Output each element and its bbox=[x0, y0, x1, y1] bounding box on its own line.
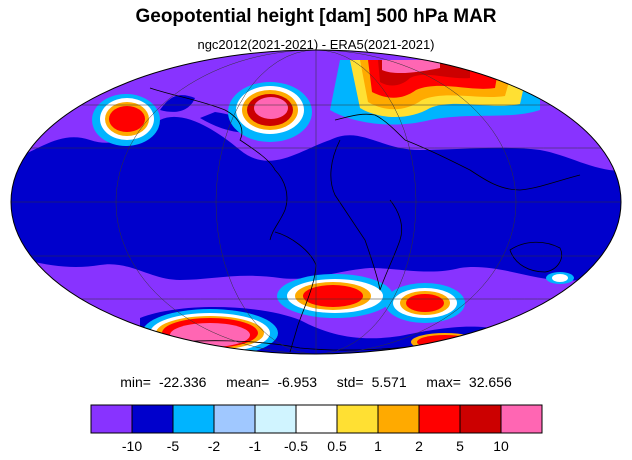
east-white bbox=[552, 274, 568, 282]
colorbar-box bbox=[500, 404, 543, 434]
max-label: max= bbox=[426, 374, 461, 390]
coast-europe bbox=[334, 113, 406, 141]
arctic-pink-region bbox=[382, 60, 440, 74]
coast-africa bbox=[330, 139, 403, 291]
spac-pink bbox=[170, 323, 250, 347]
natl-pink bbox=[254, 97, 288, 119]
colorbar-tick-label: 2 bbox=[415, 438, 423, 454]
colorbar-tick-label: 5 bbox=[456, 438, 464, 454]
colorbar-box bbox=[459, 404, 502, 434]
colorbar-tick-label: -2 bbox=[208, 438, 221, 454]
npac-red bbox=[109, 106, 145, 132]
min-label: min= bbox=[120, 374, 151, 390]
sio-red bbox=[406, 294, 444, 312]
coast-south-america bbox=[274, 231, 317, 353]
plot-title: Geopotential height [dam] 500 hPa MAR bbox=[135, 6, 497, 27]
colorbar-box bbox=[336, 404, 379, 434]
colorbar-box bbox=[172, 404, 215, 434]
colorbar-box bbox=[295, 404, 338, 434]
max-value: 32.656 bbox=[468, 374, 512, 390]
coast-australia bbox=[509, 241, 562, 273]
colorbar-tick-label: 0.5 bbox=[327, 438, 347, 454]
mean-label: mean= bbox=[226, 374, 270, 390]
map-border bbox=[10, 49, 622, 355]
statistics-line: min= -22.336 mean= -6.953 std= 5.571 max= 32… bbox=[0, 374, 632, 390]
sind-red bbox=[417, 335, 473, 349]
mean-value: -6.953 bbox=[277, 374, 318, 390]
graticule bbox=[11, 50, 621, 354]
colorbar-boxes bbox=[90, 404, 543, 434]
coast-asia bbox=[404, 139, 581, 191]
std-label: std= bbox=[336, 374, 364, 390]
satl-red bbox=[303, 285, 363, 307]
colorbar-tick-label: -1 bbox=[249, 438, 262, 454]
colorbar: -10 -5 -2 -1 -0.5 0.5 1 2 5 10 bbox=[90, 404, 543, 454]
colorbar-tick-label: -5 bbox=[167, 438, 180, 454]
colorbar-tick-label: 1 bbox=[374, 438, 382, 454]
anomaly-field bbox=[11, 50, 621, 354]
plot-subtitle: ngc2012(2021-2021) - ERA5(2021-2021) bbox=[197, 37, 435, 52]
colorbar-box bbox=[377, 404, 420, 434]
colorbar-labels: -10 -5 -2 -1 -0.5 0.5 1 2 5 10 bbox=[122, 438, 509, 454]
coast-north-america bbox=[149, 87, 288, 241]
north-blue-gap-2 bbox=[160, 95, 195, 112]
colorbar-tick-label: -0.5 bbox=[284, 438, 308, 454]
std-value: 5.571 bbox=[371, 374, 407, 390]
colorbar-box bbox=[254, 404, 297, 434]
colorbar-box bbox=[131, 404, 174, 434]
colorbar-box bbox=[418, 404, 461, 434]
colorbar-tick-label: -10 bbox=[122, 438, 142, 454]
colorbar-box bbox=[213, 404, 256, 434]
colorbar-box bbox=[90, 404, 133, 434]
min-value: -22.336 bbox=[158, 374, 207, 390]
colorbar-tick-label: 10 bbox=[493, 438, 509, 454]
